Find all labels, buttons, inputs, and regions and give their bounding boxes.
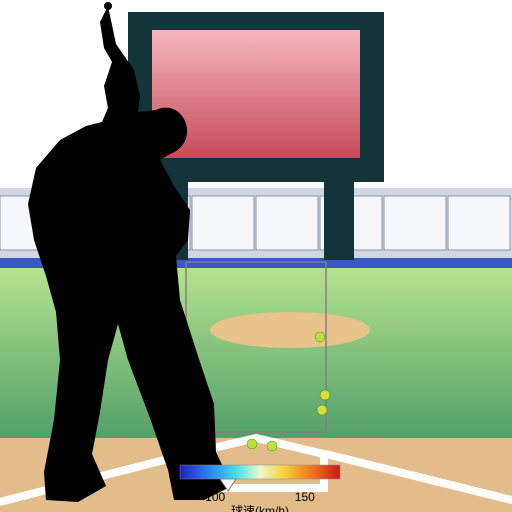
colorbar — [180, 465, 340, 479]
stand-box — [192, 196, 254, 250]
colorbar-tick-label: 150 — [295, 490, 315, 504]
pitch-location-chart: 100 150 球速(km/h) — [0, 0, 512, 512]
pitch-marker — [247, 439, 257, 449]
scoreboard-leg — [324, 182, 354, 260]
stand-box — [448, 196, 510, 250]
colorbar-axis-label: 球速(km/h) — [231, 504, 289, 512]
stand-box — [384, 196, 446, 250]
pitch-marker — [320, 390, 330, 400]
colorbar-tick-label: 100 — [205, 490, 225, 504]
pitch-marker — [267, 441, 277, 451]
pitch-marker — [317, 405, 327, 415]
stand-box — [256, 196, 318, 250]
mound — [210, 312, 370, 348]
bat-knob — [104, 2, 112, 10]
pitch-marker — [315, 332, 325, 342]
chart-svg: 100 150 球速(km/h) — [0, 0, 512, 512]
